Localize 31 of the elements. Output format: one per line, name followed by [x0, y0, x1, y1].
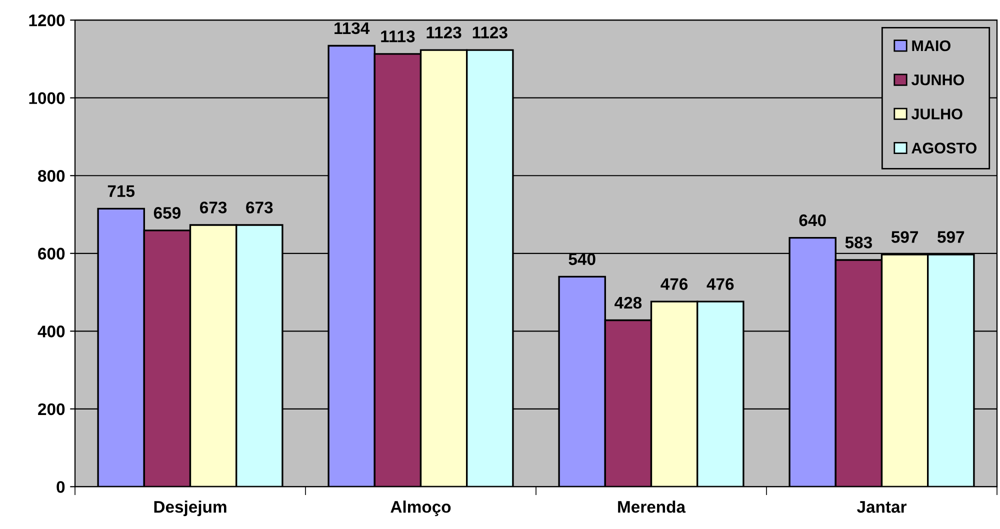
y-tick-label: 400 — [38, 326, 65, 338]
data-label: 715 — [108, 185, 135, 198]
data-label: 597 — [938, 231, 964, 243]
x-tick-label: Desjejum — [154, 500, 226, 516]
y-tick-label: 800 — [38, 170, 65, 182]
data-label: 673 — [200, 202, 227, 214]
y-tick-label: 1000 — [29, 92, 65, 104]
data-label: 597 — [891, 231, 918, 243]
legend-label: MAIO — [912, 40, 950, 52]
x-tick-label: Almoço — [390, 500, 451, 516]
y-tick-label: 1200 — [29, 14, 65, 26]
data-label: 1123 — [472, 26, 508, 38]
data-label: 476 — [660, 278, 688, 290]
data-label: 476 — [706, 278, 734, 290]
data-label: 540 — [568, 253, 596, 266]
data-label: 1113 — [381, 30, 415, 42]
y-tick-label: 200 — [38, 403, 65, 416]
y-tick-label: 600 — [38, 248, 65, 260]
x-tick-label: Merenda — [618, 500, 686, 513]
data-label: 583 — [845, 236, 872, 248]
x-tick-label: Jantar — [856, 501, 907, 513]
data-label: 640 — [799, 214, 826, 226]
data-label: 673 — [246, 202, 273, 214]
data-label: 1123 — [426, 26, 462, 38]
data-label: 428 — [614, 296, 642, 309]
data-label: 659 — [154, 207, 180, 219]
legend-label: JULHO — [911, 108, 962, 120]
y-tick-label: 0 — [56, 481, 65, 493]
legend-label: AGOSTO — [912, 142, 976, 154]
legend-label: JUNHO — [911, 74, 964, 86]
data-label: 1134 — [334, 22, 370, 34]
